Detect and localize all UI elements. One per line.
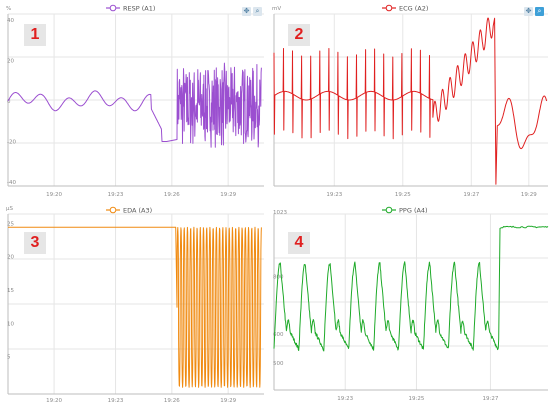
pan-icon[interactable]: ✥	[524, 7, 533, 16]
legend-label: PPG (A4)	[399, 207, 428, 215]
x-tick-label: 19:25	[409, 396, 425, 402]
panel-number-badge: 1	[24, 24, 46, 46]
x-tick-label: 19:26	[164, 398, 180, 404]
x-tick-label: 19:20	[46, 398, 62, 404]
legend[interactable]: PPG (A4)	[382, 207, 428, 215]
legend[interactable]: EDA (A3)	[106, 207, 152, 215]
x-tick-label: 19:23	[326, 192, 342, 198]
chart-toolbar: ✥ ⌕	[242, 7, 262, 16]
chart-toolbar: ✥ ⌕	[524, 7, 544, 16]
ecg-chart-panel: mV 19:23 19:25 19:27 19:29 ECG (A2) 2 ✥ ⌕	[270, 0, 550, 200]
panel-number-badge: 3	[24, 232, 46, 254]
y-tick-label: 1023	[273, 210, 287, 216]
x-tick-label: 19:26	[164, 192, 180, 198]
ppg-chart: 1023 800 600 500 19:23 19:25 19:27 PPG (A4)	[273, 207, 549, 402]
x-tick-label: 19:23	[337, 396, 353, 402]
legend-marker	[385, 206, 393, 214]
y-tick-label: 25	[7, 221, 14, 227]
x-tick-label: 19:23	[108, 398, 124, 404]
y-tick-label: 800	[273, 274, 284, 280]
legend-label: EDA (A3)	[123, 207, 152, 215]
series-line	[273, 225, 549, 352]
legend-marker	[109, 4, 117, 12]
gridlines	[274, 13, 548, 187]
resp-chart: % 40 20 0 -20 -40 19:20 19:23 19:26 19:29 RESP (A1…	[6, 5, 264, 198]
y-tick-label: 0	[7, 99, 11, 105]
y-tick-label: 500	[273, 361, 284, 367]
legend-marker	[385, 4, 393, 12]
x-tick-label: 19:27	[483, 396, 499, 402]
y-tick-label: 5	[7, 355, 11, 361]
x-tick-label: 19:27	[463, 192, 479, 198]
zoom-icon[interactable]: ⌕	[253, 7, 262, 16]
series-line	[273, 17, 548, 185]
x-tick-label: 19:25	[395, 192, 411, 198]
panel-number-badge: 4	[288, 232, 310, 254]
y-tick-label: 20	[7, 255, 14, 261]
series-line	[8, 226, 262, 388]
y-unit-label: %	[6, 6, 11, 12]
legend[interactable]: RESP (A1)	[106, 5, 155, 13]
legend[interactable]: ECG (A2)	[382, 5, 428, 13]
legend-marker	[109, 206, 117, 214]
x-tick-label: 19:23	[108, 192, 124, 198]
panel-number-badge: 2	[288, 24, 310, 46]
ecg-chart: mV 19:23 19:25 19:27 19:29 ECG (A2)	[272, 5, 548, 198]
legend-label: RESP (A1)	[123, 5, 155, 13]
zoom-icon[interactable]: ⌕	[535, 7, 544, 16]
x-tick-label: 19:29	[220, 192, 236, 198]
x-tick-label: 19:29	[521, 192, 537, 198]
eda-chart-panel: µS 25 20 15 10 5 19:20 19:23 19:26 19:29 EDA (A3) …	[0, 202, 268, 406]
series-line	[7, 62, 262, 148]
y-unit-label: µS	[6, 206, 13, 212]
eda-chart: µS 25 20 15 10 5 19:20 19:23 19:26 19:29 EDA (A3)	[6, 206, 264, 404]
y-tick-label: 600	[273, 332, 284, 338]
y-tick-label: 15	[7, 288, 14, 294]
legend-label: ECG (A2)	[399, 5, 428, 13]
y-tick-label: 20	[7, 59, 14, 65]
x-tick-label: 19:29	[220, 398, 236, 404]
y-tick-label: -40	[7, 180, 16, 186]
y-tick-label: -20	[7, 140, 16, 146]
gridlines	[274, 213, 548, 391]
y-tick-label: 10	[7, 321, 14, 327]
x-tick-label: 19:20	[46, 192, 62, 198]
ppg-chart-panel: 1023 800 600 500 19:23 19:25 19:27 PPG (A4) 4	[270, 202, 550, 406]
resp-chart-panel: % 40 20 0 -20 -40 19:20 19:23 19:26 19:29 RESP (A1…	[0, 0, 268, 200]
y-unit-label: mV	[272, 6, 281, 12]
pan-icon[interactable]: ✥	[242, 7, 251, 16]
y-tick-label: 40	[7, 18, 14, 24]
